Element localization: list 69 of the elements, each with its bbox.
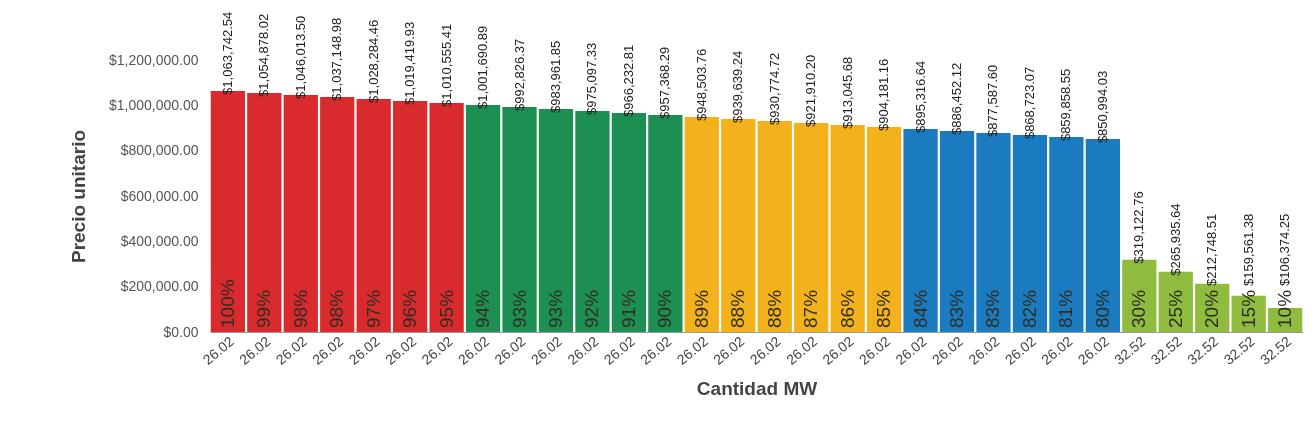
data-label: $983,961.85 [547, 40, 563, 113]
data-label: $212,748.51 [1204, 213, 1220, 286]
annotation: 93% [544, 289, 566, 328]
annotation: 88% [763, 289, 785, 328]
annotation: 25% [1164, 289, 1186, 328]
annotation: 82% [1018, 289, 1040, 328]
annotation: 92% [581, 289, 603, 328]
data-label: $1,063,742.54 [219, 11, 235, 95]
annotation: 89% [690, 289, 712, 328]
data-label: $886,452.12 [949, 62, 965, 136]
annotation: 86% [836, 289, 858, 328]
annotation: 91% [617, 289, 639, 328]
annotation: 30% [1128, 289, 1150, 328]
data-label: $895,316.64 [912, 60, 928, 134]
data-label: $930,774.72 [766, 52, 782, 126]
annotation: 94% [472, 289, 494, 328]
y-tick-label: $800,000.00 [120, 142, 199, 159]
data-label: $1,001,690.89 [475, 25, 491, 109]
data-label: $106,374.25 [1277, 213, 1293, 286]
y-tick-label: $200,000.00 [120, 278, 199, 295]
y-tick-label: $0.00 [163, 323, 199, 340]
data-label: $992,826.37 [511, 38, 527, 111]
annotation: 93% [508, 289, 530, 328]
y-tick-label: $1,000,000.00 [108, 96, 199, 113]
data-label: $877,587.60 [985, 64, 1001, 138]
annotation: 98% [289, 289, 311, 328]
data-label: $859,858.55 [1058, 68, 1074, 142]
annotation: 87% [800, 289, 822, 328]
annotation: 99% [253, 289, 275, 328]
data-label: $1,054,878.02 [256, 13, 272, 97]
data-label: $957,368.29 [657, 46, 673, 119]
y-tick-label: $1,200,000.00 [108, 51, 199, 68]
annotation: 81% [1055, 289, 1077, 328]
data-label: $1,046,013.50 [292, 15, 308, 99]
data-label: $319,122.76 [1131, 191, 1147, 264]
y-tick-label: $400,000.00 [120, 232, 199, 249]
annotation: 83% [982, 289, 1004, 328]
annotation: 85% [873, 289, 895, 328]
data-label: $1,028,284.46 [365, 19, 381, 103]
annotation: 10% [1274, 289, 1296, 328]
annotation: 100% [216, 279, 238, 328]
data-label: $159,561.38 [1240, 213, 1256, 286]
annotation: 15% [1237, 289, 1259, 328]
data-label: $868,723.07 [1021, 66, 1037, 140]
annotation: 83% [946, 289, 968, 328]
data-label: $948,503.76 [693, 48, 709, 122]
data-label: $1,010,555.41 [438, 23, 454, 107]
annotation: 20% [1201, 289, 1223, 328]
annotation: 97% [362, 289, 384, 328]
annotation: 90% [654, 289, 676, 328]
data-label: $850,994.03 [1094, 70, 1110, 144]
annotation: 95% [435, 289, 457, 328]
annotation: 88% [727, 289, 749, 328]
data-label: $265,935.64 [1167, 203, 1183, 276]
data-label: $921,910.20 [803, 54, 819, 128]
data-label: $1,037,148.98 [329, 17, 345, 101]
data-label: $966,232.81 [620, 44, 636, 117]
annotation: 96% [399, 289, 421, 328]
y-axis-title: Precio unitario [67, 129, 89, 264]
annotation: 84% [909, 289, 931, 328]
data-label: $1,019,419.93 [402, 21, 418, 105]
x-axis-title: Cantidad MW [696, 377, 818, 399]
data-label: $975,097.33 [584, 42, 600, 115]
annotation: 80% [1091, 289, 1113, 328]
data-label: $913,045.68 [839, 56, 855, 130]
data-label: $939,639.24 [730, 50, 746, 124]
annotation: 98% [326, 289, 348, 328]
data-label: $904,181.16 [876, 58, 892, 132]
y-tick-label: $600,000.00 [120, 187, 199, 204]
